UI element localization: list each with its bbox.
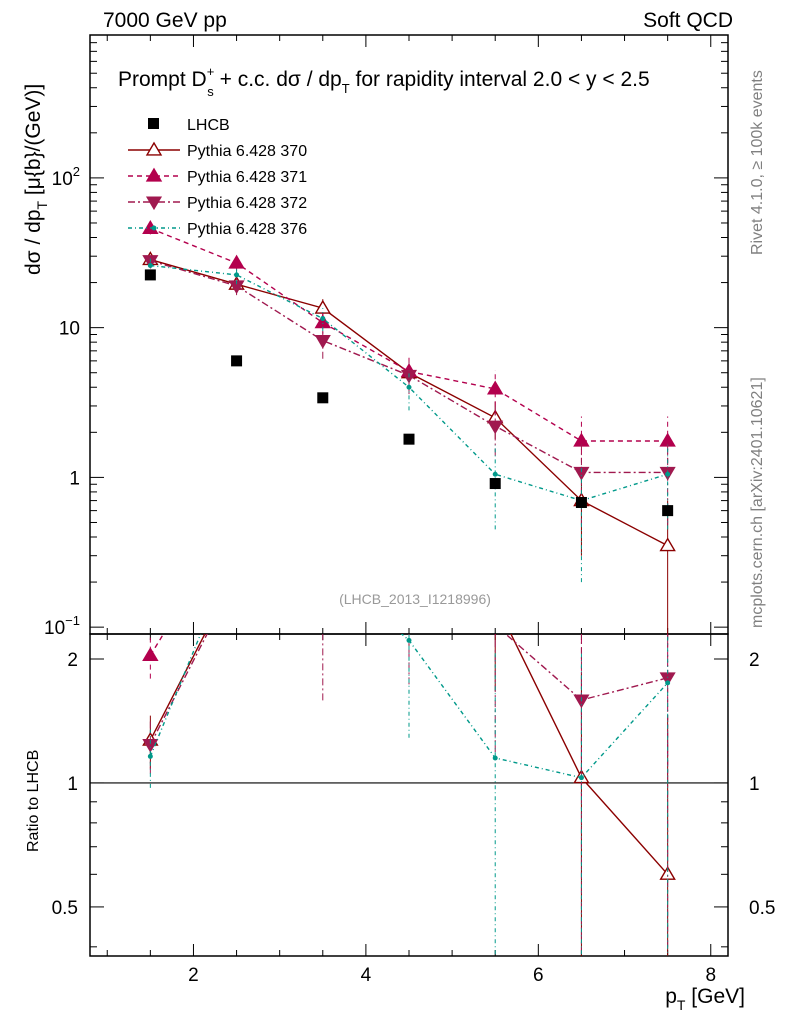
series-point (314, 335, 331, 349)
y-tick-label: 102 (52, 164, 80, 190)
ratio-point (142, 738, 159, 753)
data-point (144, 269, 156, 281)
x-tick-label: 4 (361, 965, 372, 986)
series-point (320, 316, 326, 322)
series-point (665, 471, 671, 477)
ratio-y-tick-label-right: 2 (749, 650, 760, 671)
main-frame (89, 34, 729, 635)
process-label: Soft QCD (643, 9, 733, 32)
x-tick-label: 8 (705, 965, 716, 986)
data-point (489, 478, 501, 490)
ratio-point (230, 507, 244, 519)
series-point (659, 537, 676, 552)
legend-marker-data (148, 118, 159, 129)
series-point (147, 263, 153, 269)
ratio-point (578, 775, 584, 781)
legend-label: Pythia 6.428 370 (187, 143, 307, 160)
series-point (234, 272, 240, 278)
ratio-y-tick-label-right: 1 (749, 774, 760, 795)
x-tick-label: 6 (533, 965, 544, 986)
x-tick-label: 2 (188, 965, 199, 986)
legend-marker (151, 225, 157, 231)
axes: 2 4 6 8 10−1 1 10 102 0.5 0.5 1 1 2 2 (44, 34, 775, 986)
data-point (231, 355, 243, 367)
y-tick-label: 1 (69, 468, 80, 489)
ratio-y-tick-label: 0.5 (52, 898, 78, 919)
data-point (317, 392, 329, 404)
ratio-point (320, 563, 325, 568)
x-axis-label: pT [GeV] (665, 985, 745, 1013)
ratio-point (230, 572, 244, 584)
series-point (228, 254, 245, 269)
ratio-point (147, 753, 153, 759)
ratio-y-axis-label: Ratio to LHCB (25, 750, 42, 852)
ratio-point (230, 565, 244, 577)
series-point (487, 420, 504, 435)
rivet-label: Rivet 4.1.0, ≥ 100k events (749, 70, 766, 255)
legend-entry-data: LHCB (148, 117, 230, 134)
data-point (403, 433, 415, 445)
legend-label-data: LHCB (187, 117, 230, 134)
legend-label: Pythia 6.428 376 (187, 221, 307, 238)
analysis-id: (LHCB_2013_I1218996) (339, 591, 491, 607)
ratio-point (574, 607, 588, 619)
data-point (575, 496, 587, 508)
y-axis-label: dσ / dpT [μ{b}/(GeV)] (22, 84, 50, 275)
main-series (142, 220, 676, 634)
legend-marker (145, 141, 163, 156)
ratio-series (142, 507, 676, 956)
legend-label: Pythia 6.428 372 (187, 195, 307, 212)
data-point (662, 505, 674, 517)
legend-marker (145, 196, 163, 211)
y-tick-label: 10−1 (44, 613, 80, 639)
y-tick-label: 10 (59, 319, 80, 340)
ratio-point (665, 680, 671, 686)
energy-label: 7000 GeV pp (103, 9, 227, 32)
ratio-point (316, 529, 330, 541)
ratio-y-tick-label: 2 (67, 650, 78, 671)
chart-title: Prompt D+ s + c.c. dσ / dpT for rapidity … (118, 64, 650, 99)
series-point (486, 380, 504, 395)
series-point (492, 471, 498, 477)
series-point (406, 384, 412, 390)
legend-label: Pythia 6.428 371 (187, 169, 307, 186)
legend-series: Pythia 6.428 370 Pythia 6.428 371 Pythia 6… (128, 141, 307, 238)
ratio-point (492, 755, 498, 761)
ratio-y-tick-label-right: 0.5 (749, 898, 775, 919)
ratio-line-3 (149, 634, 669, 779)
ratio-y-tick-label: 1 (67, 774, 78, 795)
series-point (573, 466, 590, 481)
ratio-point (316, 569, 330, 581)
ratio-point (234, 544, 239, 549)
ratio-point (142, 647, 159, 662)
mcplots-label: mcplots.cern.ch [arXiv:2401.10621] (749, 377, 766, 628)
ratio-line-0 (149, 634, 669, 875)
ratio-point (406, 637, 412, 643)
legend-marker (145, 167, 163, 182)
